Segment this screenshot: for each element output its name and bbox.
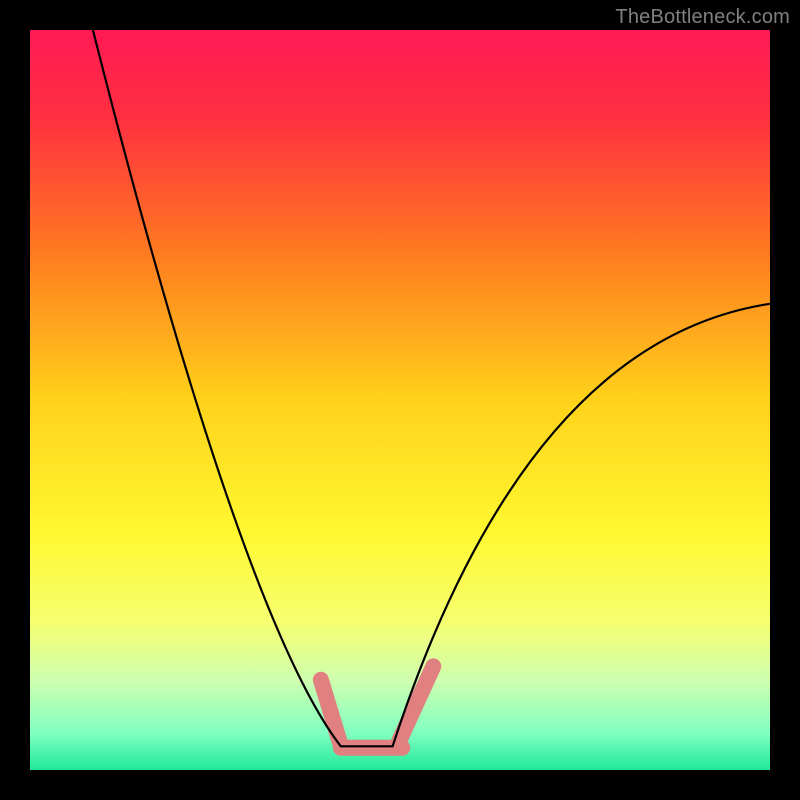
watermark-text: TheBottleneck.com	[615, 6, 790, 29]
bottleneck-chart: TheBottleneck.com	[0, 0, 800, 800]
chart-plot-area	[30, 30, 770, 770]
chart-svg	[0, 0, 800, 800]
